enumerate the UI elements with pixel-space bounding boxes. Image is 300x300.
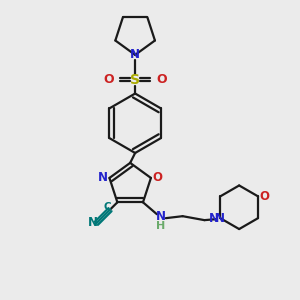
Text: S: S bbox=[130, 73, 140, 87]
Text: N: N bbox=[209, 212, 219, 225]
Text: H: H bbox=[156, 221, 166, 231]
Text: N: N bbox=[130, 48, 140, 62]
Text: N: N bbox=[156, 210, 166, 223]
Text: C: C bbox=[103, 202, 111, 212]
Text: O: O bbox=[103, 73, 114, 86]
Text: O: O bbox=[157, 73, 167, 86]
Text: O: O bbox=[259, 190, 269, 203]
Text: O: O bbox=[153, 171, 163, 184]
Text: N: N bbox=[98, 171, 107, 184]
Text: N: N bbox=[87, 216, 98, 229]
Text: N: N bbox=[215, 212, 225, 225]
